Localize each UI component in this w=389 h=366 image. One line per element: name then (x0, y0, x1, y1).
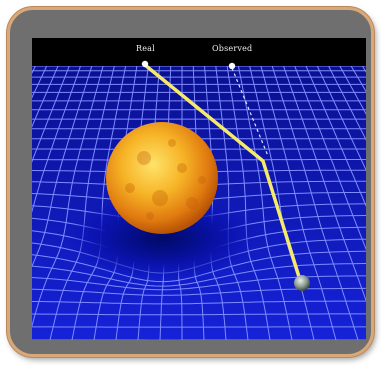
grid-column-line (271, 66, 359, 340)
observed-star (228, 62, 236, 70)
grid-row-line (32, 263, 366, 287)
grid-column-line (226, 66, 271, 340)
grid-column-line (305, 66, 366, 208)
grid-column-line (328, 66, 366, 141)
sun (106, 122, 218, 234)
grid-column-line (339, 66, 366, 115)
grid-column-line (49, 66, 115, 340)
grid-column-line (249, 66, 315, 340)
apparent-light-path (231, 67, 269, 157)
grid-column-line (32, 66, 93, 268)
grid-row-line (32, 313, 366, 316)
grid-column-line (32, 66, 81, 213)
earth (294, 275, 310, 291)
spacetime-illustration: Real Observed (32, 38, 366, 340)
gravity-well (67, 196, 257, 280)
grid-row-line (32, 275, 366, 291)
grid-row-line (32, 300, 366, 305)
grid-column-line (32, 66, 104, 328)
grid-column-line (32, 66, 59, 128)
grid-column-line (260, 66, 337, 340)
grid-column-line (294, 66, 366, 251)
grid-column-line (32, 66, 70, 163)
observed-label: Observed (212, 44, 253, 53)
real-star (141, 60, 149, 68)
spacetime-svg (32, 38, 366, 340)
real-light-path (143, 63, 302, 281)
grid-column-line (316, 66, 366, 171)
sun-texture (125, 139, 206, 220)
grid-column-line (283, 66, 366, 302)
grid-row-line (32, 287, 366, 296)
grid-column-line (237, 66, 293, 340)
real-label: Real (136, 44, 155, 53)
